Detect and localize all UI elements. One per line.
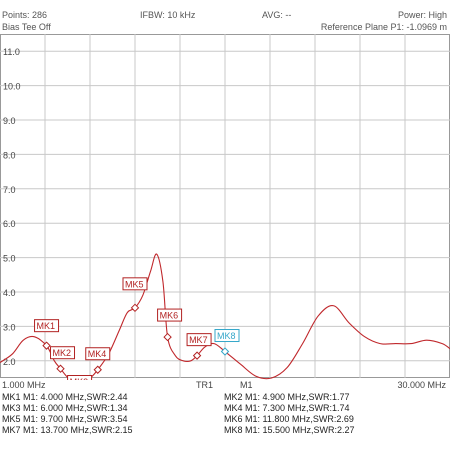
power-label: Power: High [397, 10, 447, 20]
marker-readout-mk6: MK6 M1: 11.800 MHz,SWR:2.69 [224, 414, 354, 424]
trace-label: TR1 [196, 380, 214, 390]
reference-plane-label: Reference Plane P1: -1.0969 m [320, 22, 447, 32]
status-bar-second: Bias Tee Off Reference Plane P1: -1.0969… [0, 22, 450, 34]
marker-flag-label: MK5 [125, 279, 144, 289]
marker-readout-mk7: MK7 M1: 13.700 MHz,SWR:2.15 [2, 425, 133, 435]
y-tick-label: 3.0 [3, 322, 16, 332]
marker-point[interactable] [42, 341, 51, 350]
marker-flag-label: MK7 [189, 335, 208, 345]
marker-flag[interactable] [186, 333, 212, 347]
marker-point[interactable] [220, 347, 230, 356]
y-tick-label: 5.0 [3, 254, 16, 264]
x-start-label: 1.000 MHz [2, 380, 46, 390]
y-tick-label: 2.0 [3, 357, 16, 367]
ifbw-label: IFBW: 10 kHz [140, 10, 196, 20]
marker-flag-label: MK3 [70, 377, 89, 380]
marker-flag-label: MK8 [217, 331, 236, 341]
points-label: Points: 286 [2, 10, 48, 20]
marker-flag-label: MK2 [53, 348, 72, 358]
marker-flag[interactable] [67, 375, 93, 380]
marker-readout-mk3: MK3 M1: 6.000 MHz,SWR:1.34 [2, 403, 128, 413]
marker-point[interactable] [192, 351, 202, 360]
y-tick-label: 6.0 [3, 219, 16, 229]
marker-point[interactable] [130, 303, 140, 313]
marker-flag[interactable] [122, 277, 148, 291]
marker-flag[interactable] [157, 308, 183, 322]
swr-chart[interactable]: 11.0 10.0 9.0 8.0 7.0 6.0 5.0 4.0 3.0 2.0 MK1 MK2 MK… [0, 34, 450, 380]
marker-flag-label: MK4 [88, 349, 107, 359]
marker-point[interactable] [56, 364, 65, 373]
x-stop-label: 30.000 MHz [397, 380, 446, 390]
marker-readout-mk1: MK1 M1: 4.000 MHz,SWR:2.44 [2, 392, 128, 402]
marker-point[interactable] [93, 365, 102, 374]
marker-readout-mk4: MK4 M1: 7.300 MHz,SWR:1.74 [224, 403, 350, 413]
y-tick-label: 9.0 [3, 116, 16, 126]
marker-flag[interactable] [50, 346, 76, 360]
marker-flag-label: MK1 [37, 321, 56, 331]
marker-flag-label: MK6 [160, 311, 179, 321]
marker-label: M1 [240, 380, 253, 390]
marker-flag[interactable] [214, 329, 240, 343]
marker-readout-mk2: MK2 M1: 4.900 MHz,SWR:1.77 [224, 392, 350, 402]
y-tick-label: 8.0 [3, 150, 16, 160]
status-bar-top: Points: 286 IFBW: 10 kHz AVG: -- Power: … [0, 10, 450, 22]
y-tick-label: 11.0 [3, 47, 20, 57]
y-tick-label: 4.0 [3, 288, 16, 298]
marker-readout-mk5: MK5 M1: 9.700 MHz,SWR:3.54 [2, 414, 128, 424]
y-tick-label: 10.0 [3, 82, 21, 92]
avg-label: AVG: -- [262, 10, 292, 20]
y-tick-label: 7.0 [3, 185, 16, 195]
marker-flag[interactable] [34, 319, 60, 333]
marker-point[interactable] [163, 332, 172, 342]
marker-flag[interactable] [85, 347, 111, 361]
marker-readout-mk8: MK8 M1: 15.500 MHz,SWR:2.27 [224, 425, 355, 435]
bias-tee-label: Bias Tee Off [2, 22, 51, 32]
